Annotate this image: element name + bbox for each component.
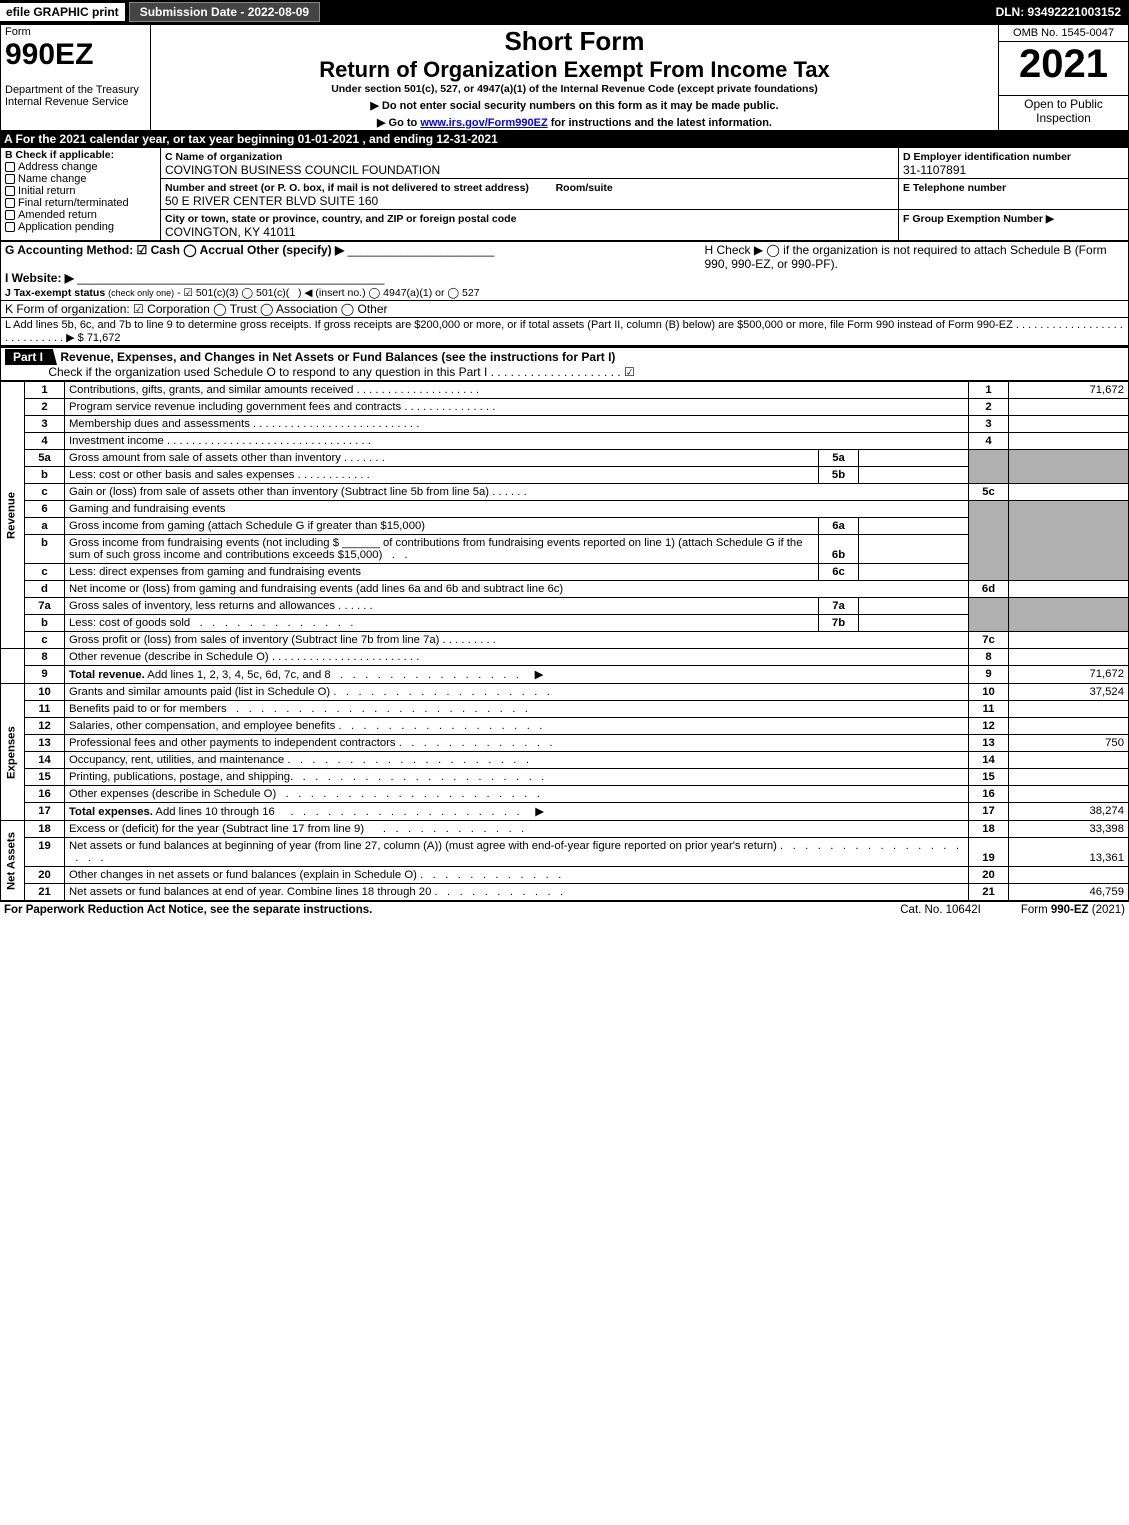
dln: DLN: 93492221003152 [988, 5, 1129, 19]
l1-amt: 71,672 [1009, 382, 1129, 399]
chk-name[interactable] [5, 174, 15, 184]
chk-address[interactable] [5, 162, 15, 172]
expenses-vbar: Expenses [1, 684, 25, 821]
section-BCDEF: B Check if applicable: Address change Na… [0, 147, 1129, 241]
F-hdr: F Group Exemption Number ▶ [903, 213, 1054, 225]
E-cell: E Telephone number [899, 179, 1129, 210]
tax-year: 2021 [999, 42, 1128, 87]
line-I: I Website: ▶ [5, 271, 74, 285]
chk-initial[interactable] [5, 186, 15, 196]
line-L: L Add lines 5b, 6c, and 7b to line 9 to … [1, 318, 1129, 346]
part-I-header: Part I Revenue, Expenses, and Changes in… [0, 346, 1129, 381]
l21-amt: 46,759 [1009, 884, 1129, 901]
chk-final[interactable] [5, 198, 15, 208]
part-I-title: Revenue, Expenses, and Changes in Net As… [60, 350, 615, 364]
form-word: Form [5, 26, 31, 38]
under-section: Under section 501(c), 527, or 4947(a)(1)… [155, 83, 994, 95]
l18-amt: 33,398 [1009, 821, 1129, 838]
title-cell: Short Form Return of Organization Exempt… [151, 25, 999, 131]
part-I-label: Part I [5, 349, 57, 365]
paperwork-notice: For Paperwork Reduction Act Notice, see … [4, 904, 372, 916]
cat-no: Cat. No. 10642I [900, 904, 981, 916]
form-id-cell: Form 990EZ Department of the Treasury In… [1, 25, 151, 131]
year-cell: OMB No. 1545-0047 2021 [999, 25, 1129, 96]
l17-amt: 38,274 [1009, 803, 1129, 821]
form-footer: Form 990-EZ (2021) [1021, 904, 1125, 916]
short-form-title: Short Form [155, 26, 994, 57]
goto-line: ▶ Go to www.irs.gov/Form990EZ for instru… [155, 116, 994, 129]
D-cell: D Employer identification number 31-1107… [899, 148, 1129, 179]
line-H: H Check ▶ ◯ if the organization is not r… [701, 242, 1129, 301]
C-name-hdr: C Name of organization [165, 151, 282, 163]
ein: 31-1107891 [903, 163, 966, 177]
l10-amt: 37,524 [1009, 684, 1129, 701]
irs-label: Internal Revenue Service [5, 96, 129, 108]
line-J: J Tax-exempt status (check only one) - ☑… [5, 287, 480, 299]
netassets-vbar: Net Assets [1, 821, 25, 901]
top-bar: efile GRAPHIC print Submission Date - 20… [0, 0, 1129, 24]
E-hdr: E Telephone number [903, 182, 1006, 194]
F-cell: F Group Exemption Number ▶ [899, 210, 1129, 241]
footer: For Paperwork Reduction Act Notice, see … [0, 901, 1129, 918]
D-hdr: D Employer identification number [903, 151, 1071, 163]
omb-number: OMB No. 1545-0047 [999, 25, 1128, 42]
street-address: 50 E RIVER CENTER BLVD SUITE 160 [165, 194, 378, 208]
header-table: Form 990EZ Department of the Treasury In… [0, 24, 1129, 131]
part-I-check: Check if the organization used Schedule … [48, 365, 634, 379]
org-name: COVINGTON BUSINESS COUNCIL FOUNDATION [165, 163, 440, 177]
section-GHIJK: G Accounting Method: ☑ Cash ◯ Accrual Ot… [0, 241, 1129, 346]
chk-amended[interactable] [5, 210, 15, 220]
line-G: G Accounting Method: ☑ Cash ◯ Accrual Ot… [1, 242, 701, 301]
B-header: B Check if applicable: [5, 149, 114, 161]
chk-pending[interactable] [5, 222, 15, 232]
dept-treasury: Department of the Treasury [5, 84, 139, 96]
submission-date: Submission Date - 2022-08-09 [129, 2, 320, 22]
irs-link[interactable]: www.irs.gov/Form990EZ [420, 117, 547, 129]
line-K: K Form of organization: ☑ Corporation ◯ … [1, 301, 1129, 318]
form-number: 990EZ [5, 38, 93, 71]
efile-label: efile GRAPHIC print [0, 3, 125, 21]
open-inspection: Open to Public Inspection [999, 96, 1129, 131]
l13-amt: 750 [1009, 735, 1129, 752]
C-city-cell: City or town, state or province, country… [161, 210, 899, 241]
section-B: B Check if applicable: Address change Na… [1, 148, 161, 241]
C-name-cell: C Name of organization COVINGTON BUSINES… [161, 148, 899, 179]
part-I-lines: Revenue 1 Contributions, gifts, grants, … [0, 381, 1129, 901]
return-title: Return of Organization Exempt From Incom… [155, 57, 994, 83]
l19-amt: 13,361 [1009, 838, 1129, 867]
line-A: A For the 2021 calendar year, or tax yea… [0, 131, 1129, 147]
revenue-vbar: Revenue [1, 382, 25, 649]
C-addr-cell: Number and street (or P. O. box, if mail… [161, 179, 899, 210]
no-ssn: ▶ Do not enter social security numbers o… [155, 99, 994, 112]
city-state-zip: COVINGTON, KY 41011 [165, 225, 296, 239]
l9-amt: 71,672 [1009, 666, 1129, 684]
l1-text: Contributions, gifts, grants, and simila… [65, 382, 969, 399]
